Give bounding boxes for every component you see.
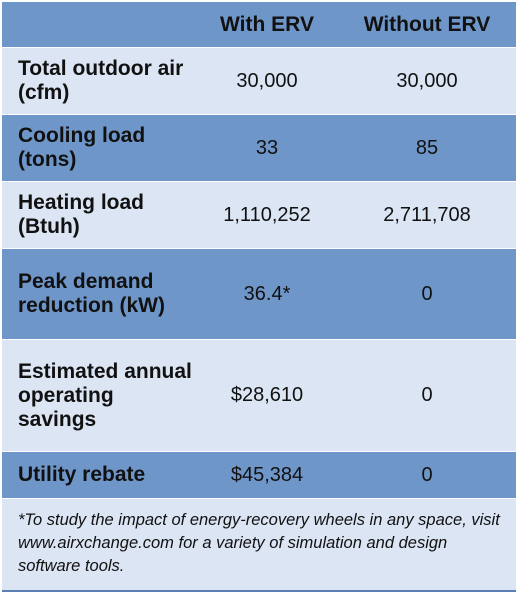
row-with-erv-value: $45,384 [230,463,304,486]
header-without-erv: Without ERV [363,12,491,36]
table-row: Peak demand reduction (kW) 36.4* 0 [2,249,516,340]
table-footnote-row: *To study the impact of energy-recovery … [2,499,516,592]
row-without-erv-value: 2,711,708 [383,203,471,226]
row-label: Total outdoor air (cfm) [18,57,184,104]
row-with-erv-value: 36.4* [243,282,291,305]
table-row: Utility rebate $45,384 0 [2,452,516,499]
table-row: Total outdoor air (cfm) 30,000 30,000 [2,48,516,115]
row-label: Heating load (Btuh) [18,191,145,238]
header-empty-cell [2,2,196,47]
row-label: Utility rebate [18,463,146,486]
row-with-erv-value: 33 [255,136,279,159]
row-with-erv-value: 30,000 [236,69,298,92]
footnote: *To study the impact of energy-recovery … [18,511,500,575]
row-without-erv-value: 85 [415,136,439,159]
table-header-row: With ERV Without ERV [2,2,516,48]
row-label: Peak demand reduction (kW) [18,270,165,317]
row-without-erv-value: 0 [421,463,433,486]
row-label: Estimated annual operating savings [18,359,192,431]
row-with-erv-value: 1,110,252 [223,203,311,226]
row-without-erv-value: 0 [421,282,433,305]
table-row: Cooling load (tons) 33 85 [2,115,516,182]
table-row: Estimated annual operating savings $28,6… [2,340,516,452]
header-with-erv: With ERV [220,12,314,36]
row-label: Cooling load (tons) [18,124,146,171]
table-row: Heating load (Btuh) 1,110,252 2,711,708 [2,182,516,249]
row-without-erv-value: 30,000 [396,69,458,92]
row-without-erv-value: 0 [421,384,433,406]
row-with-erv-value: $28,610 [230,384,304,406]
